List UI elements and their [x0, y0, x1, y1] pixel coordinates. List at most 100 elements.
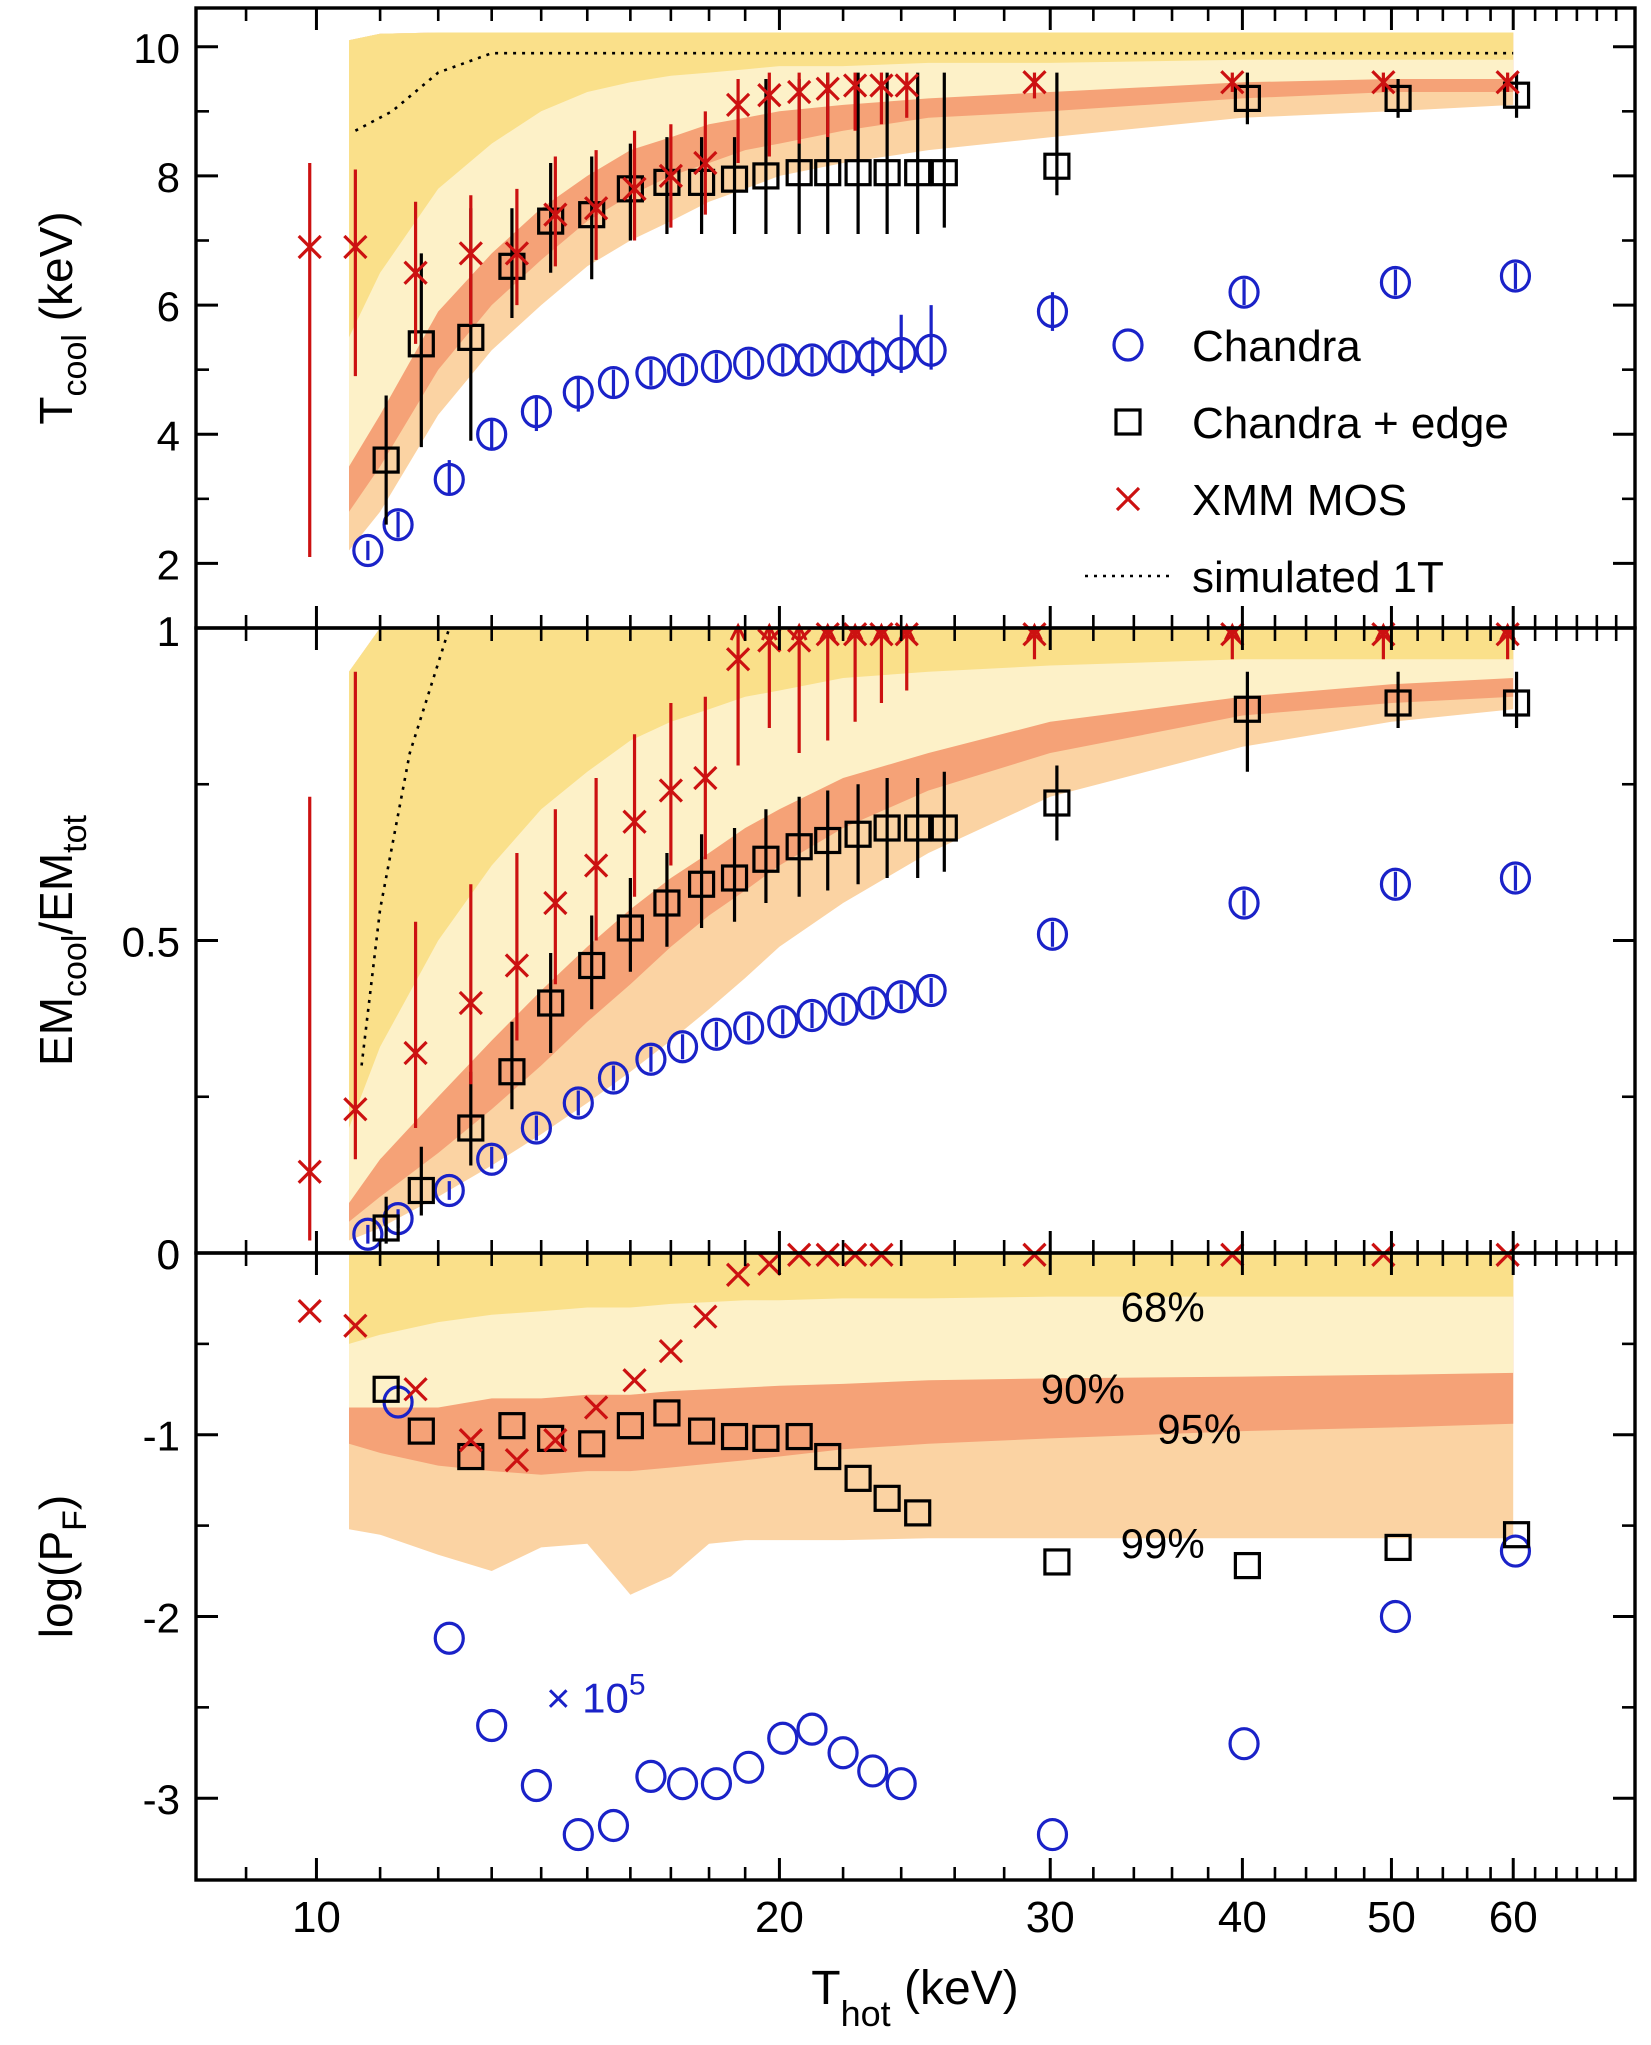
x-tick-label: 20: [755, 1893, 804, 1942]
cross-stroke: [403, 1377, 428, 1402]
data-point: [720, 864, 749, 892]
panel-emratio-simulated-1t-line: [360, 628, 451, 1066]
data-point: [372, 1375, 400, 1403]
confidence-bands: [349, 32, 1514, 1595]
data-point: [476, 417, 508, 451]
x-tick-label: 40: [1218, 1893, 1267, 1942]
data-point: [583, 196, 609, 221]
upper-limit-arrow: [846, 622, 864, 641]
data-point: [930, 814, 958, 842]
data-point: [844, 159, 872, 187]
cross-stroke: [1371, 70, 1396, 95]
y-label-mid: /EM: [30, 853, 82, 935]
data-point: [343, 1097, 368, 1122]
cross-stroke: [1495, 1242, 1520, 1267]
data-point: [372, 1214, 400, 1242]
data-point: [693, 1304, 718, 1329]
data-point: [885, 336, 917, 371]
data-point: [733, 1750, 765, 1784]
data-point: [1384, 84, 1412, 113]
data-point: [687, 168, 716, 196]
data-point: [616, 1412, 644, 1440]
data-point: [498, 1058, 526, 1086]
data-point: [504, 953, 530, 978]
data-point: [537, 989, 565, 1017]
data-point: [498, 252, 526, 280]
data-point: [658, 778, 684, 803]
data-point: [844, 820, 872, 848]
data-point: [904, 1499, 932, 1527]
cross-stroke: [458, 241, 483, 266]
cross-stroke: [343, 234, 368, 260]
x-tick-label: 30: [1026, 1893, 1075, 1942]
data-point: [687, 870, 716, 898]
x-axis-label: Thot (keV): [811, 1962, 1018, 2034]
data-point: [578, 951, 606, 980]
y-label-main: log(P: [30, 1531, 82, 1638]
data-point: [815, 76, 840, 101]
cross-stroke: [693, 150, 718, 176]
data-point: [857, 1754, 889, 1788]
panel-emratio-y-axis-label: EMcool/EMtot: [30, 814, 94, 1066]
data-point: [767, 1005, 799, 1039]
y-tick-label: 0.5: [122, 919, 180, 966]
data-point: [433, 462, 465, 497]
band-68: [349, 1253, 1514, 1344]
cross-stroke: [543, 890, 568, 916]
data-point: [873, 1484, 901, 1512]
data-point: [476, 1142, 508, 1176]
legend-cross-marker: [1115, 486, 1141, 512]
panel-tcool-simulated-1t-line: [354, 51, 1514, 132]
data-point: [1502, 81, 1531, 109]
cross-stroke: [583, 853, 609, 878]
band-90: [349, 32, 1514, 467]
upper-limit-arrow: [1375, 622, 1392, 641]
data-point: [1228, 1727, 1260, 1761]
band-90: [349, 628, 1514, 1203]
cross-stroke: [725, 647, 751, 672]
data-point: [827, 1736, 859, 1770]
data-point: [757, 628, 782, 653]
cross-stroke: [1022, 1242, 1047, 1267]
band-label: 68%: [1121, 1284, 1205, 1331]
data-point: [458, 990, 483, 1016]
data-point: [767, 1721, 799, 1755]
data-point: [433, 1621, 465, 1655]
cross-stroke: [787, 79, 812, 105]
data-point: [407, 1176, 435, 1205]
legend-label: XMM MOS: [1192, 476, 1407, 525]
data-point: [666, 1767, 699, 1801]
data-point: [904, 159, 932, 187]
data-point: [666, 353, 699, 387]
data-point: [733, 1011, 765, 1045]
data-point: [869, 73, 894, 98]
data-point: [433, 1173, 465, 1208]
y-label-sub: F: [56, 1510, 94, 1531]
data-point: [687, 1417, 716, 1445]
data-point: [752, 845, 780, 873]
cross-stroke: [458, 990, 483, 1016]
x-label-main: T: [811, 1962, 840, 2015]
data-point: [842, 73, 868, 98]
data-points: [297, 70, 1532, 1852]
data-point: [382, 508, 414, 542]
data-point: [693, 150, 718, 176]
upper-limit-arrow: [1026, 622, 1043, 641]
cross-stroke: [403, 1040, 428, 1066]
legend-entry: XMM MOS: [1115, 476, 1407, 525]
scale-note-exp: 5: [629, 1668, 646, 1701]
y-label-unit: ): [30, 1495, 82, 1510]
legend-entry: Chandra + edge: [1114, 399, 1509, 448]
data-point: [796, 343, 828, 377]
data-point: [635, 1759, 667, 1794]
data-point: [725, 92, 751, 118]
band-label: 90%: [1041, 1365, 1125, 1412]
x-tick-label: 50: [1367, 1893, 1416, 1942]
data-point: [583, 853, 609, 878]
upper-limit-arrow: [1223, 622, 1241, 641]
panel-emratio-series-chandra: [352, 861, 1532, 1251]
data-point: [616, 914, 644, 942]
data-point: [1233, 1551, 1261, 1580]
data-point: [814, 826, 842, 855]
